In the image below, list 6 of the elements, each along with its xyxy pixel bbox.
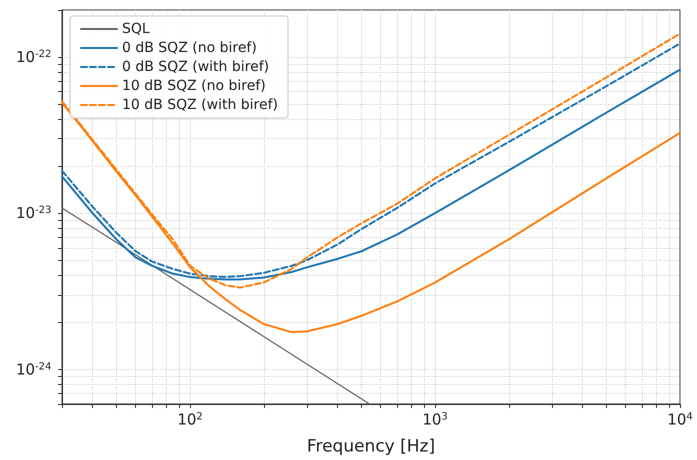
- legend-label: 0 dB SQZ (no biref): [122, 40, 257, 56]
- x-axis-title: Frequency [Hz]: [306, 436, 436, 456]
- legend-label: 10 dB SQZ (with biref): [122, 97, 278, 113]
- legend-label: 10 dB SQZ (no biref): [122, 78, 266, 94]
- legend-label: SQL: [122, 21, 150, 37]
- legend-label: 0 dB SQZ (with biref): [122, 59, 270, 75]
